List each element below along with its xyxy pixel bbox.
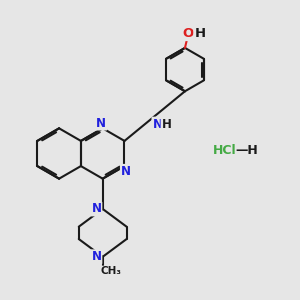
Text: N: N — [92, 202, 101, 215]
Text: N: N — [92, 250, 101, 263]
Text: H: H — [162, 118, 171, 130]
Text: HCl: HCl — [213, 143, 237, 157]
Text: CH₃: CH₃ — [101, 266, 122, 277]
Text: N: N — [152, 118, 162, 130]
Text: H: H — [194, 27, 206, 40]
Text: O: O — [183, 27, 194, 40]
Text: N: N — [121, 165, 131, 178]
Text: —H: —H — [235, 143, 258, 157]
Text: N: N — [96, 117, 106, 130]
